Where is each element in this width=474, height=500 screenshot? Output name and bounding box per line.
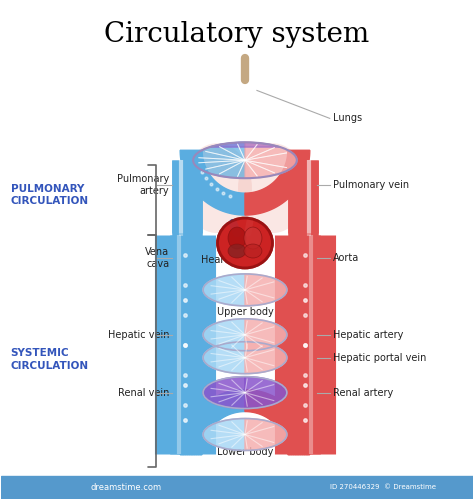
Ellipse shape	[244, 227, 262, 249]
Polygon shape	[245, 390, 310, 454]
Text: Lower body: Lower body	[217, 448, 273, 458]
Text: Hepatic portal vein: Hepatic portal vein	[333, 352, 426, 362]
Polygon shape	[245, 342, 287, 374]
Ellipse shape	[244, 244, 262, 258]
Ellipse shape	[244, 244, 262, 258]
Text: PULMONARY
CIRCULATION: PULMONARY CIRCULATION	[11, 184, 89, 206]
Text: Hepatic artery: Hepatic artery	[333, 330, 403, 340]
Text: Pulmonary
artery: Pulmonary artery	[117, 174, 169, 196]
Ellipse shape	[244, 227, 262, 249]
Text: Lungs: Lungs	[333, 114, 362, 124]
Bar	[0, 476, 474, 500]
Polygon shape	[245, 150, 310, 215]
Ellipse shape	[238, 144, 308, 233]
Ellipse shape	[218, 218, 273, 268]
Text: Heart: Heart	[201, 255, 228, 265]
Polygon shape	[245, 142, 297, 178]
Ellipse shape	[228, 244, 246, 258]
Ellipse shape	[182, 144, 252, 233]
Text: dreamstime.com: dreamstime.com	[91, 483, 162, 492]
Text: Renal vein: Renal vein	[118, 388, 169, 398]
Text: Vena
cava: Vena cava	[145, 247, 169, 269]
Text: ID 270446329  © Dreamstime: ID 270446329 © Dreamstime	[330, 484, 436, 490]
Polygon shape	[203, 418, 245, 450]
Text: Hepatic vein: Hepatic vein	[108, 330, 169, 340]
Text: Aorta: Aorta	[333, 253, 359, 263]
Polygon shape	[180, 150, 245, 215]
Polygon shape	[180, 390, 245, 454]
Polygon shape	[203, 342, 245, 374]
Ellipse shape	[218, 218, 273, 268]
Ellipse shape	[228, 227, 246, 249]
Text: Upper body: Upper body	[217, 307, 273, 317]
Polygon shape	[245, 274, 287, 306]
Text: Renal artery: Renal artery	[333, 388, 393, 398]
Polygon shape	[203, 376, 245, 408]
Ellipse shape	[228, 227, 246, 249]
Text: Pulmonary vein: Pulmonary vein	[333, 180, 409, 190]
Polygon shape	[245, 319, 287, 350]
Polygon shape	[203, 319, 245, 350]
Text: SYSTEMIC
CIRCULATION: SYSTEMIC CIRCULATION	[11, 348, 89, 371]
Polygon shape	[203, 274, 245, 306]
Polygon shape	[210, 142, 281, 147]
Polygon shape	[245, 376, 287, 408]
Ellipse shape	[228, 244, 246, 258]
Polygon shape	[245, 418, 287, 450]
Text: Circulatory system: Circulatory system	[104, 20, 370, 48]
Polygon shape	[193, 142, 245, 178]
